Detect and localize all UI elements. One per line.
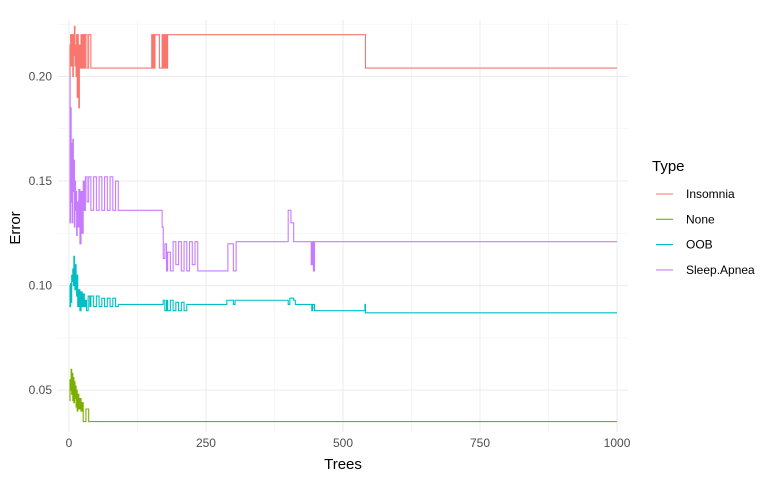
x-axis-title: Trees [324, 456, 362, 473]
x-tick-label: 750 [470, 436, 490, 450]
series-line-insomnia [69, 25, 618, 119]
legend: Type Insomnia None OOB Sleep.Apnea [652, 158, 755, 277]
x-tick-label: 500 [333, 436, 353, 450]
legend-title: Type [652, 158, 685, 175]
legend-label-oob: OOB [686, 238, 713, 252]
series-line-oob [69, 255, 618, 314]
x-tick-label: 250 [196, 436, 216, 450]
y-tick-label: 0.20 [29, 69, 53, 83]
y-tick-label: 0.10 [29, 279, 53, 293]
grid-lines [58, 20, 628, 432]
legend-label-insomnia: Insomnia [686, 187, 735, 201]
x-tick-label: 1000 [604, 436, 631, 450]
axis-tick-labels: 0 250 500 750 1000 0.05 0.10 0.15 0.20 [29, 69, 631, 450]
series-line-none [69, 368, 618, 423]
y-tick-label: 0.15 [29, 174, 53, 188]
legend-label-sleep-apnea: Sleep.Apnea [686, 263, 755, 277]
y-tick-label: 0.05 [29, 383, 53, 397]
x-tick-label: 0 [66, 436, 73, 450]
series-line-sleep-apnea [69, 75, 618, 272]
series-lines [69, 25, 618, 423]
y-axis-title: Error [7, 211, 24, 244]
legend-label-none: None [686, 212, 715, 226]
